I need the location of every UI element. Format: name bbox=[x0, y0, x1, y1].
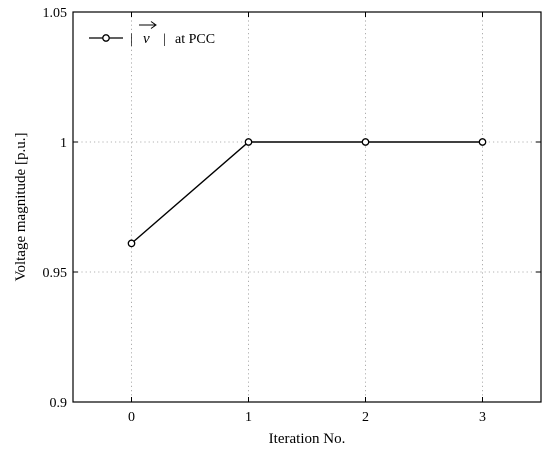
x-tick-label: 0 bbox=[128, 410, 135, 425]
grid bbox=[73, 12, 541, 402]
y-axis-label: Voltage magnitude [p.u.] bbox=[13, 133, 29, 282]
data-point bbox=[361, 138, 370, 146]
legend-bar-left: | bbox=[130, 32, 133, 47]
series bbox=[127, 138, 487, 248]
data-point bbox=[478, 138, 487, 146]
y-tick-label: 1.05 bbox=[43, 6, 68, 21]
y-tick-label: 0.95 bbox=[43, 266, 68, 281]
x-axis-label: Iteration No. bbox=[269, 431, 346, 447]
plot-area-frame bbox=[72, 11, 542, 403]
x-axis-ticks: 0 1 2 3 bbox=[128, 12, 486, 425]
y-axis-ticks: 0.9 0.95 1 1.05 bbox=[43, 6, 541, 411]
x-tick-label: 3 bbox=[479, 410, 486, 425]
data-point bbox=[244, 138, 253, 146]
legend-label: at PCC bbox=[175, 32, 215, 47]
x-tick-label: 1 bbox=[245, 410, 252, 425]
legend-bar-right: | bbox=[163, 32, 166, 47]
y-tick-label: 1 bbox=[60, 136, 67, 151]
legend-vector-arrow-head bbox=[150, 21, 157, 29]
legend: | v | at PCC bbox=[89, 21, 215, 47]
legend-marker bbox=[102, 34, 110, 42]
y-tick-label: 0.9 bbox=[50, 396, 68, 411]
data-point bbox=[127, 239, 136, 248]
x-tick-label: 2 bbox=[362, 410, 369, 425]
series-line bbox=[131, 141, 483, 244]
legend-vector-symbol: v bbox=[143, 31, 150, 47]
